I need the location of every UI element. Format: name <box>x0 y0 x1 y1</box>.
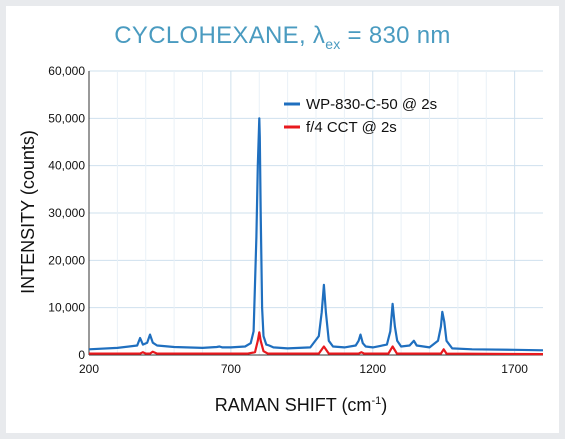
x-tick-label: 200 <box>79 362 99 376</box>
chart-card <box>6 6 559 433</box>
series-lines <box>88 117 544 356</box>
x-axis-label: RAMAN SHIFT (cm-1) <box>215 395 387 415</box>
y-tick-label: 20,000 <box>48 253 85 267</box>
x-tick-label: 1200 <box>359 362 386 376</box>
legend-label-2: f/4 CCT @ 2s <box>306 119 397 136</box>
y-tick-label: 0 <box>78 348 85 362</box>
y-tick-label: 40,000 <box>48 159 85 173</box>
chart-title: CYCLOHEXANE, λex = 830 nm <box>114 22 451 52</box>
x-tick-label: 700 <box>221 362 241 376</box>
series-line-2 <box>89 331 544 356</box>
legend-label-1: WP-830-C-50 @ 2s <box>306 96 437 113</box>
y-tick-label: 60,000 <box>48 64 85 78</box>
tick-labels: 0 10,000 20,000 30,000 40,000 50,000 60,000 200… <box>48 64 528 376</box>
grid-lines <box>89 70 543 355</box>
y-axis-label: INTENSITY (counts) <box>18 130 38 294</box>
y-tick-label: 50,000 <box>48 111 85 125</box>
axes <box>88 71 543 356</box>
x-tick-label: 1700 <box>501 362 528 376</box>
legend: WP-830-C-50 @ 2s f/4 CCT @ 2s <box>284 96 437 136</box>
y-tick-label: 30,000 <box>48 206 85 220</box>
series-line-1 <box>88 117 544 352</box>
y-tick-label: 10,000 <box>48 301 85 315</box>
